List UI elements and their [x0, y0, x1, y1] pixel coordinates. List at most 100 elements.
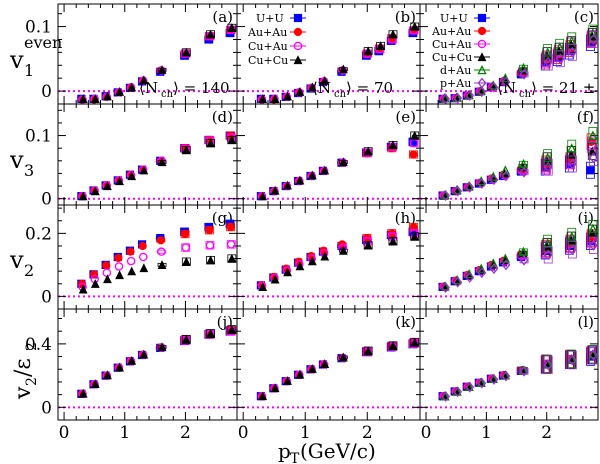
y-tick-label: 0	[41, 398, 52, 418]
data-point-cu-cu	[388, 236, 398, 246]
nch-a-bracket: ⟨N	[139, 79, 158, 97]
data-point-p-au	[519, 68, 529, 80]
panel-tag: (i)	[577, 209, 594, 227]
y-tick-label: 0.1	[25, 127, 52, 147]
legend-panel-c: U+U Au+Au Cu+Au Cu+Cu d+Au p+Au	[431, 12, 490, 90]
data-point-p-au	[567, 46, 577, 58]
x-tick-label: 0	[421, 423, 432, 443]
data-point-p-au	[453, 386, 463, 398]
data-point-au-au	[226, 222, 235, 232]
x-tick-label: 0	[238, 423, 249, 443]
data-point-p-au	[489, 81, 499, 93]
nch-a-sub: ch	[161, 89, 174, 100]
xlabel-sub: T	[290, 451, 300, 464]
ylabel-row-4-sub: 2	[24, 377, 40, 386]
data-point-p-au	[501, 170, 511, 182]
nch-b-sub: ch	[334, 89, 347, 100]
data-point-d-au	[476, 263, 486, 273]
data-point-cu-cu	[363, 146, 373, 156]
data-point-cu-cu	[157, 342, 167, 352]
syst-error-box	[588, 24, 598, 42]
panel-tag: (b)	[395, 8, 416, 26]
data-point-p-au	[477, 86, 487, 98]
data-point-p-au	[489, 373, 499, 385]
panel-a: 0 0.1 (a)	[25, 3, 238, 105]
data-point-p-au	[519, 254, 529, 266]
data-point-cu-cu	[270, 94, 280, 103]
data-point-cu-cu	[90, 186, 100, 196]
data-point-cu-cu	[376, 41, 385, 51]
data-point-au-au	[102, 261, 111, 270]
legend-c-marker	[477, 77, 487, 89]
data-point-p-au	[589, 152, 598, 164]
nch-c-bracket: ⟨N	[497, 79, 516, 97]
data-point-d-au	[567, 231, 577, 241]
panel-c: (c)	[419, 3, 599, 105]
data-point-au-au	[181, 229, 190, 239]
data-point-au-au	[409, 222, 418, 232]
data-point-cu-cu	[90, 94, 100, 103]
data-point-p-au	[519, 365, 529, 377]
data-point-cu-cu	[283, 91, 292, 101]
nch-b-value: ⟩ = 70	[346, 79, 393, 97]
panel-grid: 00.1(a) (b) (c)00.1(d) (e) (f)00.2(g) (h) (i)0…	[25, 3, 599, 443]
panel-tag: (k)	[395, 313, 416, 331]
data-point-p-au	[489, 174, 499, 186]
legend-b-label-cucu: Cu+Cu	[248, 54, 288, 67]
panel-tag: (l)	[577, 313, 594, 331]
data-point-cu-cu	[206, 255, 216, 265]
panel-frame	[236, 103, 421, 206]
data-point-cu-au	[181, 243, 190, 252]
data-point-cu-cu	[139, 165, 149, 175]
data-point-p-au	[465, 90, 475, 102]
panel-h: (h)	[236, 204, 421, 310]
legend-b-marker	[293, 41, 303, 51]
data-point-d-au	[542, 152, 553, 162]
data-point-cu-cu	[307, 82, 317, 92]
ylabel-row-2-main: v	[9, 146, 24, 174]
data-point-cu-au	[102, 268, 112, 278]
data-point-p-au	[477, 267, 487, 279]
data-point-cu-cu	[338, 64, 348, 74]
panel-frame	[236, 204, 421, 310]
data-point-au-au	[205, 226, 214, 235]
legend-c-marker	[477, 52, 487, 62]
data-point-cu-cu	[139, 349, 149, 359]
x-tick-label: 2	[541, 423, 552, 443]
data-point-cu-cu	[283, 180, 292, 190]
data-point-cu-cu	[78, 191, 88, 201]
data-point-cu-cu	[388, 29, 398, 39]
data-point-au-au	[156, 236, 165, 245]
data-point-cu-cu	[363, 346, 373, 356]
y-tick-label: 0	[41, 82, 52, 102]
data-point-p-au	[589, 239, 598, 251]
data-point-cu-cu	[283, 267, 292, 277]
panel-j: 00.40 1 2(j)	[25, 308, 238, 443]
data-point-cu-cu	[258, 391, 268, 401]
data-point-cu-cu	[139, 263, 149, 273]
xlabel-units: (GeV/c)	[300, 439, 376, 463]
data-point-cu-cu	[115, 176, 124, 186]
data-point-cu-cu	[227, 23, 237, 32]
x-tick-label: 1	[119, 423, 130, 443]
panel-tag: (f)	[577, 108, 594, 126]
ylabel-row-4-suffix: /ε	[11, 358, 36, 377]
data-point-p-au	[543, 56, 553, 68]
ylabel-row-2: v 3	[9, 146, 34, 180]
panel-e: (e)	[236, 103, 421, 206]
data-point-p-au	[501, 370, 511, 382]
data-point-cu-cu	[307, 256, 317, 266]
data-point-cu-cu	[103, 181, 112, 191]
ylabel-row-1: v 1 even	[9, 33, 62, 80]
data-point-cu-cu	[363, 240, 373, 250]
data-point-p-au	[555, 53, 565, 65]
legend-b-label-cuau: Cu+Au	[248, 40, 288, 53]
data-point-au-au	[409, 150, 418, 159]
data-point-cu-cu	[103, 370, 112, 380]
data-point-p-au	[477, 178, 487, 189]
ylabel-row-3: v 2	[9, 246, 34, 280]
data-point-cu-cu	[338, 352, 348, 362]
data-point-cu-cu	[90, 279, 100, 288]
data-point-cu-cu	[127, 266, 137, 276]
